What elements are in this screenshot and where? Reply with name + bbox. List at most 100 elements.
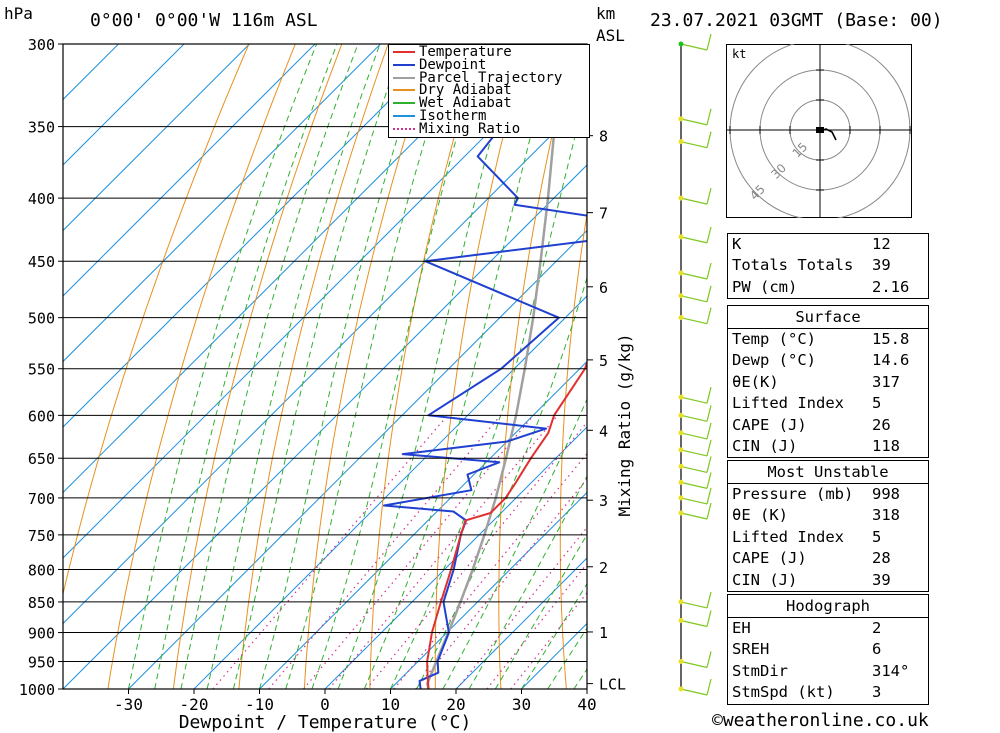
index-value: 14.6: [872, 351, 910, 370]
index-row: CIN (J) 39: [728, 570, 928, 591]
index-value: 39: [872, 256, 891, 275]
wind-barb: [678, 591, 712, 609]
wet-adiabat-line: [363, 44, 556, 689]
legend-item: Parcel Trajectory: [389, 71, 589, 85]
index-value: 15.8: [872, 330, 910, 348]
pressure-tick-label: 500: [28, 310, 55, 328]
wet-adiabat-line: [128, 44, 318, 689]
wet-adiabat-line: [232, 44, 404, 689]
index-label: StmDir: [732, 661, 788, 680]
x-tick-label: -20: [180, 695, 209, 714]
isotherm-line: [128, 229, 587, 689]
mixing-ratio-axis-label: Mixing Ratio (g/kg): [615, 333, 634, 516]
x-tick-label: -10: [245, 695, 274, 714]
legend-label: Wet Adiabat: [419, 95, 512, 112]
index-label: SREH: [732, 640, 770, 659]
index-value: 28: [872, 549, 891, 568]
wind-barb: [678, 226, 712, 244]
isotherm-line: [63, 44, 447, 428]
plot-frame: [62, 43, 588, 690]
parcel-trajectory-profile: [426, 44, 566, 689]
index-label: CAPE (J): [732, 415, 807, 434]
km-tick-label: 8: [599, 128, 608, 146]
legend-item: Temperature: [389, 45, 589, 59]
km-tick-label: 7: [599, 205, 608, 223]
wet-adiabat-line: [154, 44, 338, 689]
legend-swatch: [393, 89, 415, 92]
pressure-tick-label: 950: [28, 654, 55, 672]
pressure-tick-label: 800: [28, 561, 55, 579]
index-row: Temp (°C) 15.8: [728, 329, 928, 350]
isotherm-line: [63, 44, 512, 494]
pressure-unit-label: hPa: [4, 4, 33, 23]
pressure-tick-label: 850: [28, 594, 55, 612]
x-tick-label: 20: [446, 695, 465, 714]
km-label: km: [596, 4, 616, 23]
storm-motion-marker: [816, 127, 824, 133]
index-value: 318: [872, 506, 900, 525]
km-tick-label: LCL: [599, 676, 626, 694]
pressure-tick-label: 550: [28, 361, 55, 379]
wet-adiabat-line: [390, 86, 587, 689]
temperature-profile: [426, 359, 587, 689]
index-label: θE (K): [732, 506, 788, 525]
wind-barb: [678, 487, 712, 505]
stability-indices-panel: K 12 Totals Totals 39 PW (cm) 2.16: [727, 233, 929, 300]
legend-label: Isotherm: [419, 107, 487, 124]
index-value: 39: [872, 570, 891, 589]
pressure-tick-label: 400: [28, 190, 55, 208]
wind-barb: [678, 472, 712, 489]
copyright-link[interactable]: ©weatheronline.co.uk: [712, 710, 929, 731]
location-label: 0°00' 0°00'W 116m ASL: [90, 10, 318, 31]
x-axis-label: Dewpoint / Temperature (°C): [179, 712, 472, 733]
pressure-tick-label: 700: [28, 490, 55, 508]
dry-adiabat-line: [434, 44, 528, 689]
index-row: Pressure (mb) 998: [728, 484, 928, 505]
mixing-ratio-line: [268, 414, 502, 689]
dry-adiabat-line: [991, 44, 1000, 689]
wind-barb: [678, 307, 712, 325]
index-row: CAPE (J) 26: [728, 415, 928, 436]
index-row: SREH 6: [728, 639, 928, 660]
pressure-tick-label: 450: [28, 253, 55, 271]
pressure-tick-label: 650: [28, 450, 55, 468]
legend-item: Wet Adiabat: [389, 95, 589, 112]
legend-item: Isotherm: [389, 107, 589, 124]
datetime-label: 23.07.2021 03GMT (Base: 00): [650, 10, 943, 31]
legend-swatch: [393, 114, 415, 117]
most-unstable-panel: Most Unstable Pressure (mb) 998 θE (K) 318 L…: [727, 460, 929, 592]
index-label: Lifted Index: [732, 527, 844, 546]
legend-item: Dry Adiabat: [389, 83, 589, 97]
isotherm-line: [63, 44, 316, 297]
wind-barb: [678, 610, 712, 628]
wind-barb: [678, 678, 712, 696]
legend-item: Mixing Ratio: [389, 122, 589, 136]
index-value: 998: [872, 485, 900, 503]
wind-barb: [678, 187, 712, 205]
wet-adiabat-line: [285, 44, 456, 689]
dry-adiabat-line: [107, 44, 296, 689]
km-tick-label: 4: [599, 422, 608, 440]
index-label: Totals Totals: [732, 256, 854, 275]
index-row: Dewp (°C) 14.6: [728, 350, 928, 371]
index-value: 118: [872, 436, 900, 455]
index-value: 3: [872, 683, 882, 702]
wind-barb: [678, 262, 712, 280]
index-value: 2: [872, 619, 882, 637]
pressure-tick-label: 750: [28, 527, 55, 545]
surface-panel: Surface Temp (°C) 15.8 Dewp (°C) 14.6 θE(K) 3…: [727, 305, 929, 459]
hodograph-title: Hodograph: [728, 595, 928, 618]
index-label: Dewp (°C): [732, 351, 816, 370]
km-tick-label: 6: [599, 279, 608, 297]
index-row: EH 2: [728, 618, 928, 639]
index-row: Lifted Index 5: [728, 527, 928, 548]
legend-swatch: [393, 76, 415, 79]
legend-swatch: [393, 63, 415, 66]
x-tick-label: 30: [512, 695, 531, 714]
dry-adiabat-line: [942, 44, 1000, 689]
pressure-tick-label: 350: [28, 119, 55, 137]
wet-adiabat-line: [311, 44, 485, 689]
index-value: 314°: [872, 661, 910, 680]
